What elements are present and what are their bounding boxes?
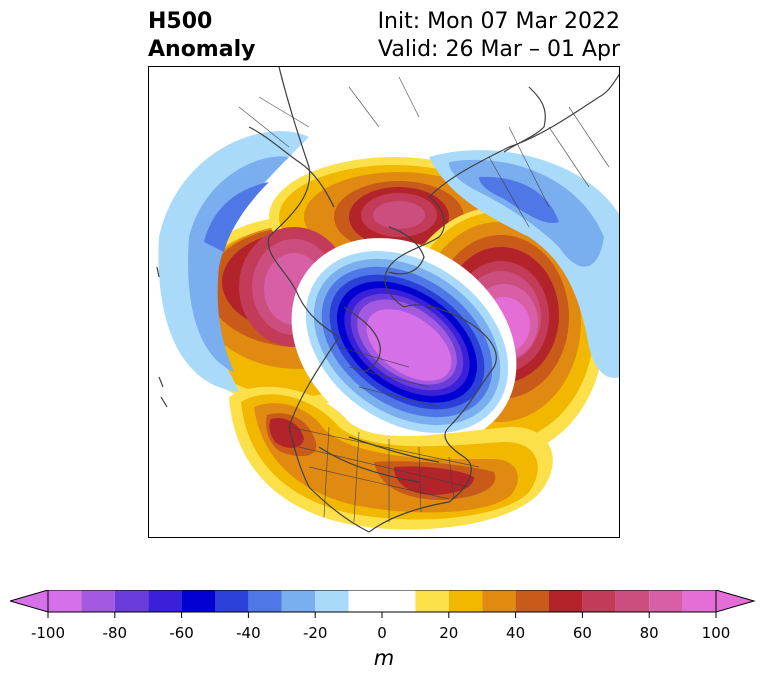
colorbar-extend-high: [715, 590, 756, 613]
title-anomaly: Anomaly: [148, 37, 256, 62]
colorbar-segment: [582, 590, 616, 612]
colorbar-segment: [215, 590, 249, 612]
colorbar: [10, 590, 756, 618]
colorbar-extend-low: [10, 590, 49, 613]
colorbar-segment: [81, 590, 115, 612]
colorbar-segment: [682, 590, 716, 612]
colorbar-tick-label: 20: [439, 624, 459, 642]
colorbar-segment: [148, 590, 182, 612]
trough-pacific: [158, 131, 309, 392]
colorbar-tick-label: 60: [572, 624, 592, 642]
colorbar-segments: [48, 590, 716, 612]
colorbar-tick-label: 100: [701, 624, 731, 642]
colorbar-tick-label: -20: [302, 624, 328, 642]
colorbar-segment: [649, 590, 683, 612]
colorbar-segment: [549, 590, 583, 612]
map-title-right: Init: Mon 07 Mar 2022 Valid: 26 Mar – 01…: [378, 8, 620, 64]
map-title-left: H500 Anomaly: [148, 8, 255, 64]
colorbar-segment: [615, 590, 650, 612]
coastlines: [156, 67, 619, 533]
colorbar-segment: [315, 590, 349, 612]
colorbar-segment: [248, 590, 282, 612]
trough-polar-vortex: [291, 238, 517, 446]
colorbar-tick-label: 0: [377, 624, 387, 642]
colorbar-segment: [114, 590, 149, 612]
colorbar-tick-label: -40: [236, 624, 261, 642]
colorbar-unit-label: m: [373, 646, 395, 670]
colorbar-tick-label: 40: [506, 624, 526, 642]
colorbar-segment: [448, 590, 483, 612]
colorbar-ticks: [47, 612, 717, 618]
colorbar-tick-label: -60: [169, 624, 194, 642]
colorbar-segment: [48, 590, 82, 612]
title-variable: H500: [148, 9, 213, 34]
country-borders: [238, 76, 610, 523]
colorbar-segment: [415, 590, 449, 612]
colorbar-segment: [515, 590, 549, 612]
colorbar-segment: [482, 590, 516, 612]
colorbar-segment: [181, 590, 215, 612]
colorbar-segment: [281, 590, 316, 612]
trough-asia: [429, 150, 619, 378]
colorbar-tick-label: -100: [30, 624, 66, 642]
title-valid-range: Valid: 26 Mar – 01 Apr: [378, 37, 620, 62]
anomaly-map-svg: [156, 67, 619, 533]
colorbar-tick-label: 80: [639, 624, 659, 642]
colorbar-tick-label: -80: [102, 624, 128, 642]
title-init-date: Init: Mon 07 Mar 2022: [377, 9, 620, 34]
colorbar-segment: [348, 590, 416, 612]
anomaly-map: [148, 66, 620, 538]
